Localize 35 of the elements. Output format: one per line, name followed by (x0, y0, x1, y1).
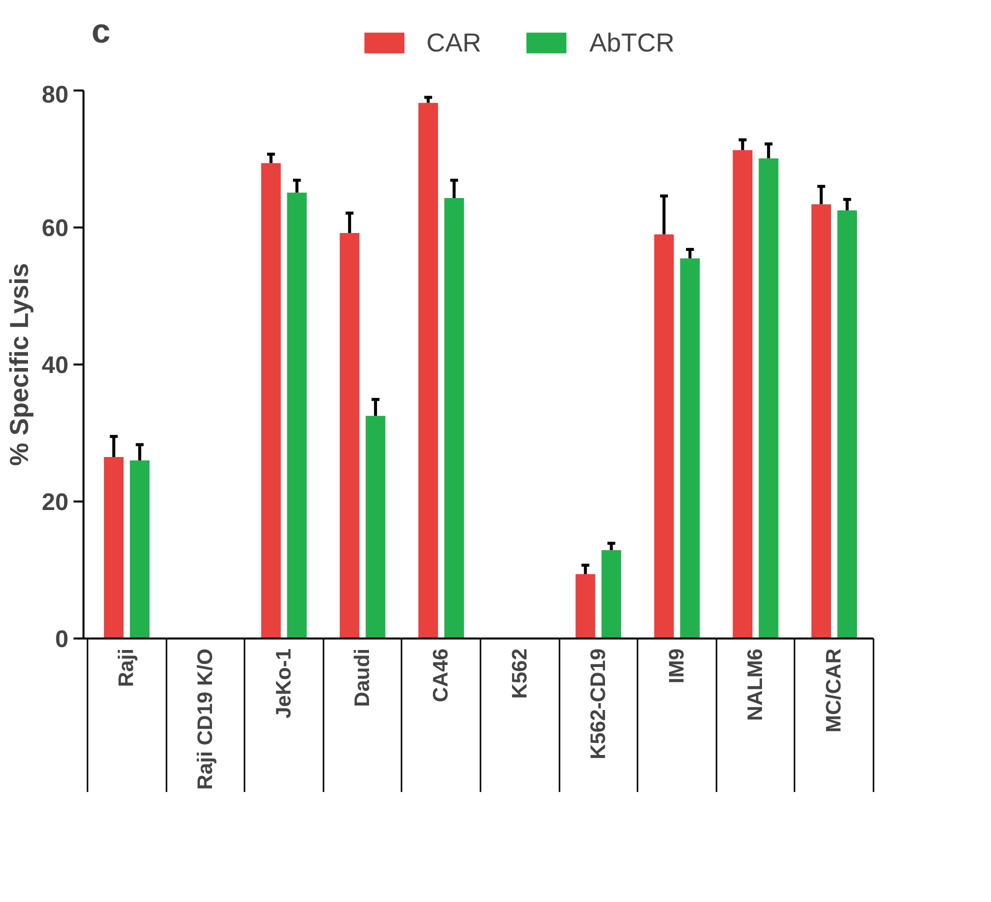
legend-label: AbTCR (589, 27, 675, 58)
x-tick-label: K562-CD19 (586, 648, 610, 760)
bar (758, 158, 778, 638)
x-tick-label: K562 (508, 648, 532, 699)
bar (732, 150, 752, 638)
text: c (92, 12, 110, 50)
bar (680, 258, 700, 638)
bar (811, 204, 832, 638)
y-tick-label: 40 (42, 352, 69, 379)
y-tick-label: 60 (42, 215, 69, 242)
bar (366, 416, 386, 638)
y-tick-label: 20 (42, 489, 69, 516)
bar (602, 550, 622, 638)
x-tick-label: MC/CAR (822, 648, 846, 732)
bar (261, 163, 281, 638)
bar (444, 198, 464, 638)
bar (340, 232, 360, 638)
bar (837, 210, 857, 638)
bar (130, 460, 150, 638)
x-tick-label: Raji CD19 K/O (194, 648, 217, 790)
bar (654, 234, 674, 638)
x-tick-label: CA46 (430, 648, 453, 702)
y-tick-label: 0 (55, 626, 69, 653)
y-axis-title: % Specific Lysis (4, 263, 34, 466)
y-tick-label: 80 (42, 82, 69, 108)
bar (418, 102, 438, 638)
x-tick-label: NALM6 (744, 648, 768, 721)
bar (104, 456, 124, 638)
bar (576, 574, 596, 638)
x-tick-label: Daudi (351, 648, 374, 707)
x-tick-label: IM9 (665, 648, 688, 684)
x-tick-label: Raji (115, 648, 138, 688)
legend-label: CAR (426, 27, 482, 58)
bar (287, 192, 307, 638)
x-tick-label: JeKo-1 (272, 648, 296, 719)
